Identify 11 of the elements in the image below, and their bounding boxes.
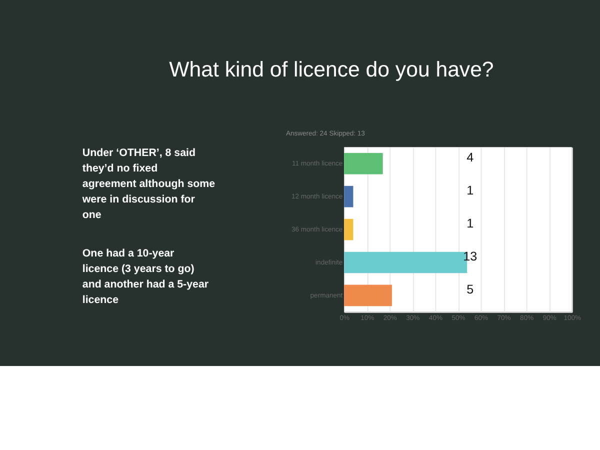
annotation: 1 xyxy=(466,216,474,231)
bar xyxy=(344,186,354,208)
bar xyxy=(344,152,383,174)
annotation: 1 xyxy=(466,184,474,198)
text: One had a 10-year licence (3 years to go) and another had a 5-year licence xyxy=(82,248,209,306)
annotation: 5 xyxy=(466,282,474,296)
bar xyxy=(344,284,392,306)
bar xyxy=(344,218,354,240)
chart-title: What kind of licence do you have? xyxy=(169,57,494,82)
text: Under ‘OTHER’, 8 said they’d no fixed agreement although some were in discussion for one xyxy=(81,146,216,221)
annotation: 4 xyxy=(466,150,474,165)
